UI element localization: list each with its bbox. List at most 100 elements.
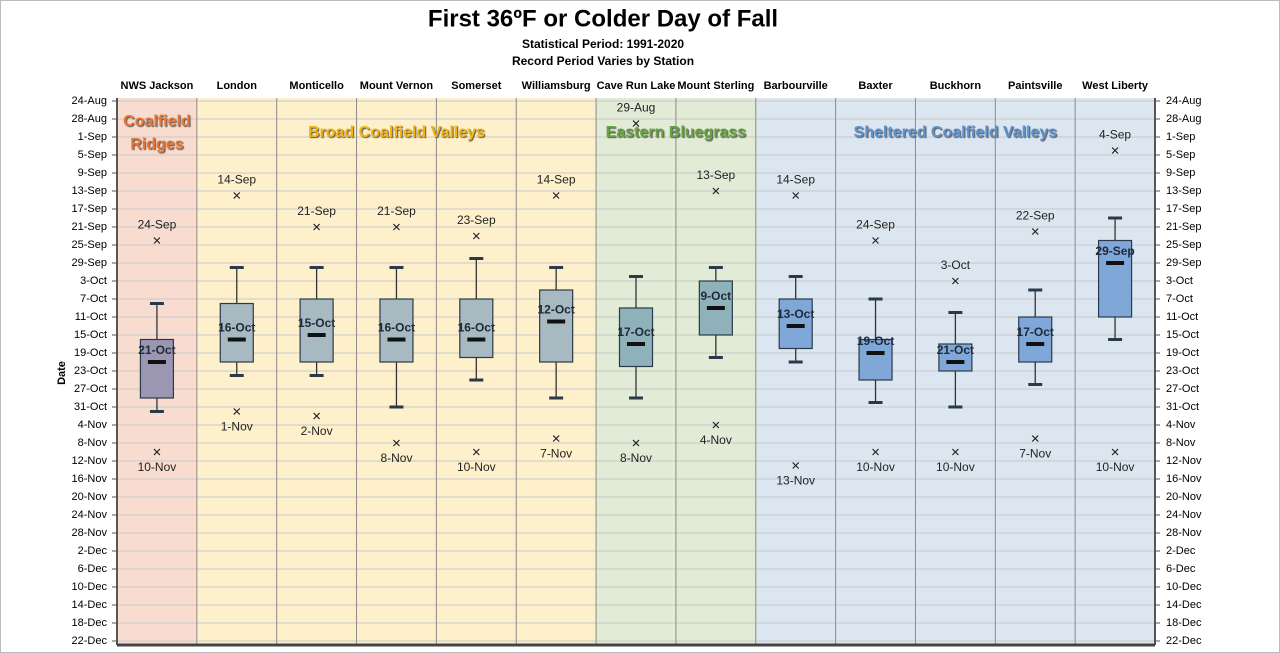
- median-label: 15-Oct: [298, 316, 335, 330]
- y2-tick-label: 18-Dec: [1166, 617, 1202, 629]
- y-tick-label: 14-Dec: [72, 599, 108, 611]
- y2-tick-label: 25-Sep: [1166, 239, 1201, 251]
- record-latest: [552, 435, 560, 442]
- box: [1097, 239, 1133, 318]
- y-tick-label: 1-Sep: [78, 131, 107, 143]
- median-label: 21-Oct: [138, 343, 175, 357]
- latest-label: 1-Nov: [221, 420, 253, 434]
- latest-label: 8-Nov: [380, 451, 412, 465]
- record-latest: [472, 448, 480, 456]
- earliest-label: 22-Sep: [1016, 209, 1055, 223]
- y2-tick-label: 12-Nov: [1166, 455, 1202, 467]
- y2-tick-label: 4-Nov: [1166, 419, 1196, 431]
- record-earliest: [1111, 147, 1119, 154]
- y2-tick-label: 16-Nov: [1166, 473, 1202, 485]
- y-tick-label: 12-Nov: [72, 455, 108, 467]
- y2-tick-label: 2-Dec: [1166, 545, 1196, 557]
- y-tick-label: 8-Nov: [78, 437, 108, 449]
- median-label: 21-Oct: [937, 343, 974, 357]
- record-latest: [153, 448, 161, 456]
- record-latest: [712, 421, 720, 429]
- region-label: Coalfield Ridges: [123, 113, 191, 153]
- earliest-label: 14-Sep: [776, 173, 815, 187]
- record-latest: [1111, 448, 1119, 456]
- y-tick-label: 25-Sep: [72, 239, 107, 251]
- y-axis-title: Date: [56, 361, 68, 385]
- earliest-label: 4-Sep: [1099, 128, 1131, 142]
- y2-tick-label: 28-Nov: [1166, 527, 1202, 539]
- record-earliest: [313, 223, 321, 231]
- y2-tick-label: 17-Sep: [1166, 203, 1201, 215]
- earliest-label: 23-Sep: [457, 213, 496, 227]
- y-tick-label: 24-Nov: [72, 509, 108, 521]
- y-tick-label: 28-Nov: [72, 527, 108, 539]
- y2-tick-label: 6-Dec: [1166, 563, 1196, 575]
- y-tick-label: 23-Oct: [74, 365, 107, 377]
- x-tick-label: NWS Jackson: [121, 80, 194, 92]
- y2-tick-label: 5-Sep: [1166, 149, 1195, 161]
- earliest-label: 29-Aug: [617, 101, 656, 115]
- y-tick-label: 17-Sep: [72, 203, 107, 215]
- y2-tick-label: 9-Sep: [1166, 167, 1195, 179]
- median-label: 16-Oct: [218, 321, 255, 335]
- x-tick-label: Mount Vernon: [360, 80, 434, 92]
- earliest-label: 14-Sep: [217, 173, 256, 187]
- box: [858, 338, 893, 381]
- earliest-label: 24-Sep: [138, 218, 177, 232]
- y-tick-label: 10-Dec: [72, 581, 108, 593]
- y-tick-label: 19-Oct: [74, 347, 107, 359]
- record-latest: [393, 439, 400, 447]
- median-label: 17-Oct: [1017, 325, 1054, 339]
- latest-label: 7-Nov: [1019, 447, 1051, 461]
- latest-label: 10-Nov: [936, 460, 975, 474]
- box: [618, 307, 654, 368]
- record-earliest: [951, 277, 959, 285]
- y-tick-label: 5-Sep: [78, 149, 107, 161]
- y2-tick-label: 1-Sep: [1166, 131, 1195, 143]
- y2-tick-label: 31-Oct: [1166, 401, 1199, 413]
- y-tick-label: 29-Sep: [72, 257, 107, 269]
- latest-label: 4-Nov: [700, 433, 732, 447]
- latest-label: 8-Nov: [620, 451, 652, 465]
- box: [459, 298, 494, 359]
- latest-label: 2-Nov: [301, 424, 333, 438]
- region-label: Eastern Bluegrass: [605, 124, 747, 141]
- latest-label: 10-Nov: [138, 460, 177, 474]
- y2-tick-label: 29-Sep: [1166, 257, 1201, 269]
- x-tick-label: Monticello: [289, 80, 344, 92]
- record-earliest: [153, 237, 161, 244]
- x-tick-label: Williamsburg: [522, 80, 591, 92]
- record-latest: [951, 448, 959, 456]
- median-label: 17-Oct: [617, 325, 654, 339]
- median-label: 9-Oct: [701, 289, 732, 303]
- box: [299, 298, 334, 363]
- record-earliest: [233, 192, 241, 199]
- y2-tick-label: 28-Aug: [1166, 113, 1201, 125]
- earliest-label: 3-Oct: [941, 258, 971, 272]
- y-tick-label: 9-Sep: [78, 167, 107, 179]
- region-label: Broad Coalfield Valleys: [307, 124, 485, 141]
- y-tick-label: 28-Aug: [72, 113, 107, 125]
- record-earliest: [552, 192, 560, 199]
- record-earliest: [872, 237, 879, 244]
- record-latest: [313, 412, 321, 420]
- record-earliest: [632, 120, 640, 127]
- box: [1018, 316, 1053, 363]
- earliest-label: 21-Sep: [377, 204, 416, 218]
- y-tick-label: 13-Sep: [72, 185, 107, 197]
- y2-tick-label: 7-Oct: [1166, 293, 1193, 305]
- record-earliest: [712, 187, 720, 195]
- y2-tick-label: 20-Nov: [1166, 491, 1202, 503]
- earliest-label: 13-Sep: [696, 168, 735, 182]
- y2-tick-label: 14-Dec: [1166, 599, 1202, 611]
- x-tick-label: Barbourville: [764, 80, 828, 92]
- y-tick-label: 16-Nov: [72, 473, 108, 485]
- box: [139, 338, 175, 399]
- x-tick-label: Paintsville: [1008, 80, 1062, 92]
- y2-tick-label: 11-Oct: [1166, 311, 1198, 323]
- y2-tick-label: 24-Aug: [1166, 95, 1201, 107]
- chart-subtitle: Statistical Period: 1991-2020: [522, 37, 684, 51]
- x-tick-label: London: [217, 80, 258, 92]
- median-label: 16-Oct: [458, 321, 495, 335]
